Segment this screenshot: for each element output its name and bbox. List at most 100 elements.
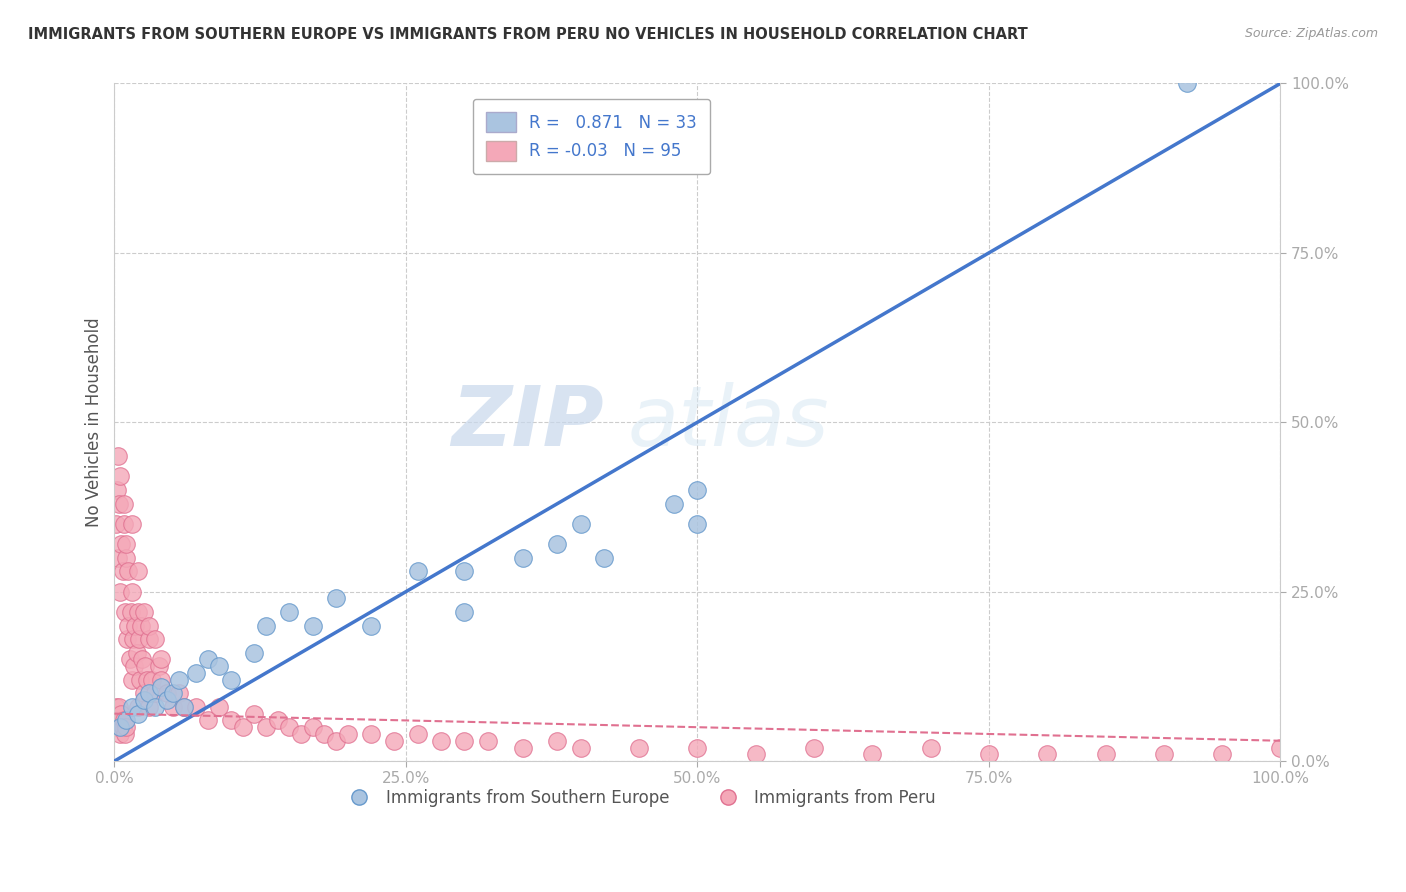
Text: IMMIGRANTS FROM SOUTHERN EUROPE VS IMMIGRANTS FROM PERU NO VEHICLES IN HOUSEHOLD: IMMIGRANTS FROM SOUTHERN EUROPE VS IMMIG… <box>28 27 1028 42</box>
Point <box>254 720 277 734</box>
Point <box>112 516 135 531</box>
Point <box>278 605 301 619</box>
Legend: Immigrants from Southern Europe, Immigrants from Peru: Immigrants from Southern Europe, Immigra… <box>336 782 942 814</box>
Point <box>167 686 190 700</box>
Point <box>569 740 592 755</box>
Point <box>512 550 534 565</box>
Point <box>406 727 429 741</box>
Point <box>138 618 160 632</box>
Point <box>208 659 231 673</box>
Point <box>110 727 132 741</box>
Point <box>148 659 170 673</box>
Point <box>111 720 134 734</box>
Point <box>325 733 347 747</box>
Point <box>143 699 166 714</box>
Point <box>628 740 651 755</box>
Point <box>110 537 132 551</box>
Point <box>1036 747 1059 762</box>
Point <box>197 652 219 666</box>
Point <box>977 747 1000 762</box>
Point <box>132 686 155 700</box>
Point <box>105 483 128 497</box>
Point <box>127 605 149 619</box>
Point <box>243 646 266 660</box>
Point <box>125 646 148 660</box>
Point <box>208 699 231 714</box>
Point <box>115 632 138 646</box>
Point <box>167 673 190 687</box>
Point <box>686 483 709 497</box>
Point <box>108 699 131 714</box>
Point <box>127 699 149 714</box>
Point <box>105 720 128 734</box>
Point <box>129 618 152 632</box>
Point <box>1094 747 1116 762</box>
Point <box>686 516 709 531</box>
Point <box>184 665 207 680</box>
Point <box>803 740 825 755</box>
Point <box>477 733 499 747</box>
Point <box>111 565 134 579</box>
Point <box>112 714 135 728</box>
Point <box>569 516 592 531</box>
Point <box>278 720 301 734</box>
Point <box>406 565 429 579</box>
Point <box>243 706 266 721</box>
Point <box>860 747 883 762</box>
Point <box>162 686 184 700</box>
Point <box>127 565 149 579</box>
Text: ZIP: ZIP <box>451 382 605 463</box>
Point <box>453 733 475 747</box>
Point <box>173 699 195 714</box>
Point <box>120 605 142 619</box>
Point <box>360 618 382 632</box>
Point <box>117 618 139 632</box>
Point <box>115 550 138 565</box>
Point <box>453 605 475 619</box>
Point <box>115 720 138 734</box>
Point <box>107 449 129 463</box>
Point <box>662 497 685 511</box>
Point <box>150 652 173 666</box>
Point <box>110 720 132 734</box>
Point <box>108 497 131 511</box>
Point <box>122 632 145 646</box>
Point <box>143 686 166 700</box>
Point <box>430 733 453 747</box>
Point <box>1211 747 1233 762</box>
Point <box>162 699 184 714</box>
Point <box>134 659 156 673</box>
Text: Source: ZipAtlas.com: Source: ZipAtlas.com <box>1244 27 1378 40</box>
Point <box>219 673 242 687</box>
Point <box>107 714 129 728</box>
Point <box>184 699 207 714</box>
Point <box>150 680 173 694</box>
Point <box>138 686 160 700</box>
Point <box>301 720 323 734</box>
Point <box>121 673 143 687</box>
Point <box>115 714 138 728</box>
Point <box>110 706 132 721</box>
Point <box>124 618 146 632</box>
Point <box>547 537 569 551</box>
Point <box>122 659 145 673</box>
Point <box>1153 747 1175 762</box>
Point <box>114 727 136 741</box>
Point <box>219 714 242 728</box>
Point <box>920 740 942 755</box>
Point <box>112 497 135 511</box>
Point <box>266 714 288 728</box>
Point <box>141 673 163 687</box>
Point <box>360 727 382 741</box>
Text: atlas: atlas <box>627 382 830 463</box>
Point <box>336 727 359 741</box>
Point <box>143 632 166 646</box>
Point <box>301 618 323 632</box>
Point <box>512 740 534 755</box>
Point <box>547 733 569 747</box>
Point <box>117 565 139 579</box>
Point <box>325 591 347 606</box>
Point <box>232 720 254 734</box>
Point <box>131 652 153 666</box>
Point <box>453 565 475 579</box>
